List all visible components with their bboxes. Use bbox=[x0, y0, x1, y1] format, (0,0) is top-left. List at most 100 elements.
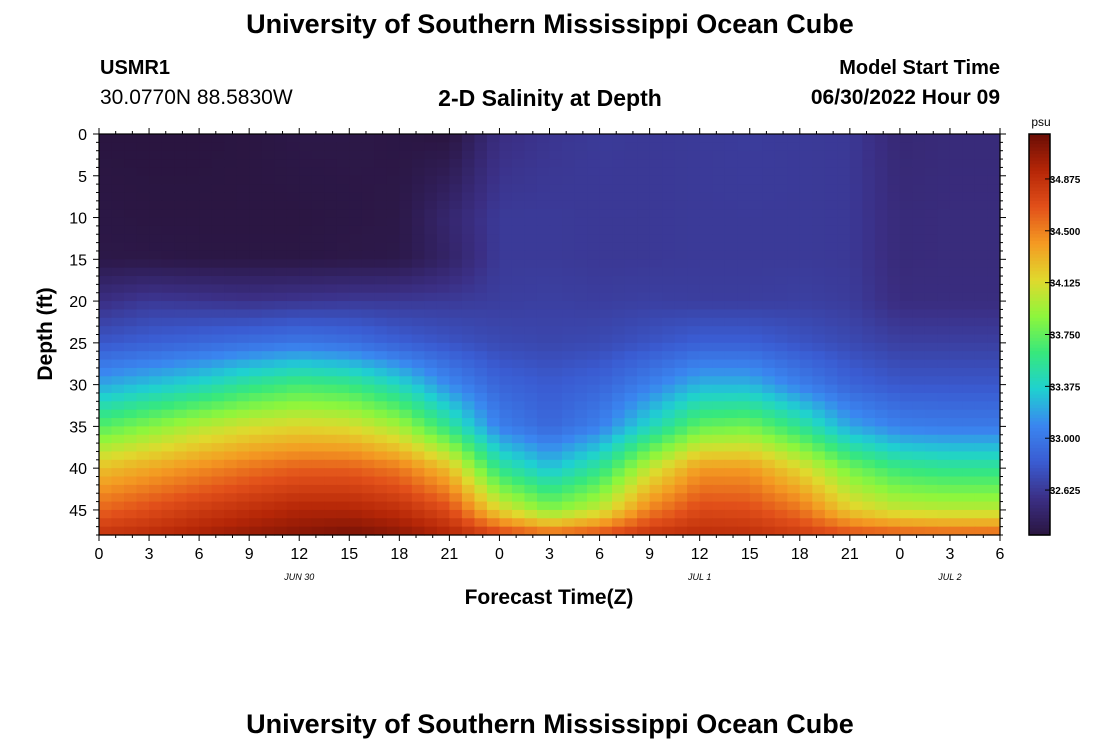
heatmap-cell bbox=[424, 234, 438, 244]
heatmap-cell bbox=[411, 192, 425, 202]
colorbar-segment bbox=[1029, 274, 1050, 279]
heatmap-cell bbox=[411, 509, 425, 519]
heatmap-cell bbox=[486, 217, 501, 227]
heatmap-cell bbox=[937, 468, 951, 478]
heatmap-cell bbox=[987, 276, 1001, 285]
heatmap-cell bbox=[699, 326, 713, 336]
heatmap-cell bbox=[486, 301, 501, 311]
heatmap-cell bbox=[549, 284, 563, 294]
heatmap-cell bbox=[649, 392, 663, 402]
heatmap-cell bbox=[737, 351, 751, 361]
heatmap-cell bbox=[111, 234, 125, 244]
heatmap-cell bbox=[386, 317, 400, 327]
heatmap-cell bbox=[937, 443, 951, 453]
heatmap-cell bbox=[674, 209, 688, 219]
heatmap-cell bbox=[612, 392, 626, 402]
heatmap-cell bbox=[261, 509, 275, 519]
heatmap-cell bbox=[361, 342, 375, 352]
heatmap-cell bbox=[837, 150, 851, 160]
heatmap-cell bbox=[211, 250, 225, 260]
heatmap-cell bbox=[887, 225, 901, 235]
heatmap-cell bbox=[749, 392, 763, 402]
x-axis-label: Forecast Time(Z) bbox=[465, 586, 634, 609]
heatmap-cell bbox=[749, 225, 763, 235]
heatmap-cell bbox=[536, 426, 551, 436]
heatmap-cell bbox=[749, 451, 763, 461]
heatmap-cell bbox=[361, 225, 375, 235]
heatmap-cell bbox=[161, 184, 175, 194]
heatmap-cell bbox=[286, 443, 300, 453]
heatmap-cell bbox=[724, 468, 738, 478]
heatmap-cell bbox=[374, 167, 388, 177]
heatmap-cell bbox=[862, 342, 876, 352]
heatmap-cell bbox=[924, 192, 939, 202]
heatmap-cell bbox=[486, 493, 501, 503]
heatmap-cell bbox=[261, 526, 275, 536]
heatmap-cell bbox=[111, 468, 125, 478]
heatmap-cell bbox=[787, 376, 801, 386]
heatmap-cell bbox=[962, 142, 976, 152]
heatmap-cell bbox=[662, 234, 676, 244]
heatmap-cell bbox=[924, 292, 939, 302]
heatmap-cell bbox=[336, 426, 350, 436]
heatmap-cell bbox=[612, 250, 626, 260]
heatmap-cell bbox=[124, 434, 138, 444]
heatmap-cell bbox=[937, 142, 951, 152]
heatmap-cell bbox=[774, 267, 788, 277]
heatmap-cell bbox=[274, 217, 288, 227]
heatmap-cell bbox=[361, 184, 375, 194]
heatmap-cell bbox=[749, 351, 763, 361]
heatmap-cell bbox=[687, 384, 701, 394]
heatmap-cell bbox=[774, 468, 788, 478]
heatmap-cell bbox=[649, 209, 663, 219]
heatmap-cell bbox=[637, 309, 651, 319]
heatmap-cell bbox=[812, 367, 826, 377]
heatmap-cell bbox=[486, 142, 501, 152]
heatmap-cell bbox=[361, 250, 375, 260]
heatmap-cell bbox=[587, 134, 601, 143]
heatmap-cell bbox=[124, 150, 138, 160]
heatmap-cell bbox=[199, 384, 213, 394]
heatmap-cell bbox=[862, 484, 876, 494]
heatmap-cell bbox=[762, 184, 776, 194]
heatmap-cell bbox=[161, 292, 175, 302]
heatmap-cell bbox=[837, 134, 851, 143]
heatmap-cell bbox=[837, 359, 851, 369]
heatmap-cell bbox=[899, 459, 913, 469]
heatmap-cell bbox=[624, 392, 638, 402]
heatmap-cell bbox=[899, 418, 913, 427]
heatmap-cell bbox=[637, 409, 651, 419]
heatmap-cell bbox=[511, 376, 526, 386]
heatmap-cell bbox=[449, 434, 463, 444]
heatmap-cell bbox=[286, 184, 300, 194]
heatmap-cell bbox=[924, 200, 939, 210]
colorbar-segment bbox=[1029, 194, 1050, 199]
heatmap-cell bbox=[649, 326, 663, 336]
heatmap-cell bbox=[974, 351, 989, 361]
heatmap-cell bbox=[524, 150, 538, 160]
heatmap-cell bbox=[937, 150, 951, 160]
heatmap-cell bbox=[799, 209, 813, 219]
heatmap-cell bbox=[624, 434, 638, 444]
heatmap-cell bbox=[499, 493, 513, 503]
heatmap-cell bbox=[361, 476, 375, 486]
heatmap-cell bbox=[536, 284, 551, 294]
heatmap-cell bbox=[562, 159, 576, 169]
heatmap-cell bbox=[199, 459, 213, 469]
heatmap-cell bbox=[599, 351, 613, 361]
heatmap-cell bbox=[436, 342, 450, 352]
heatmap-cell bbox=[224, 359, 238, 369]
heatmap-cell bbox=[174, 317, 188, 327]
colorbar-segment bbox=[1029, 327, 1050, 332]
colorbar-segment bbox=[1029, 484, 1050, 489]
heatmap-cell bbox=[649, 234, 663, 244]
heatmap-cell bbox=[474, 317, 488, 327]
heatmap-cell bbox=[924, 342, 939, 352]
heatmap-cell bbox=[774, 443, 788, 453]
heatmap-cell bbox=[174, 225, 188, 235]
heatmap-cell bbox=[174, 234, 188, 244]
heatmap-cell bbox=[749, 209, 763, 219]
heatmap-cell bbox=[624, 451, 638, 461]
heatmap-cell bbox=[687, 443, 701, 453]
heatmap-cell bbox=[787, 284, 801, 294]
